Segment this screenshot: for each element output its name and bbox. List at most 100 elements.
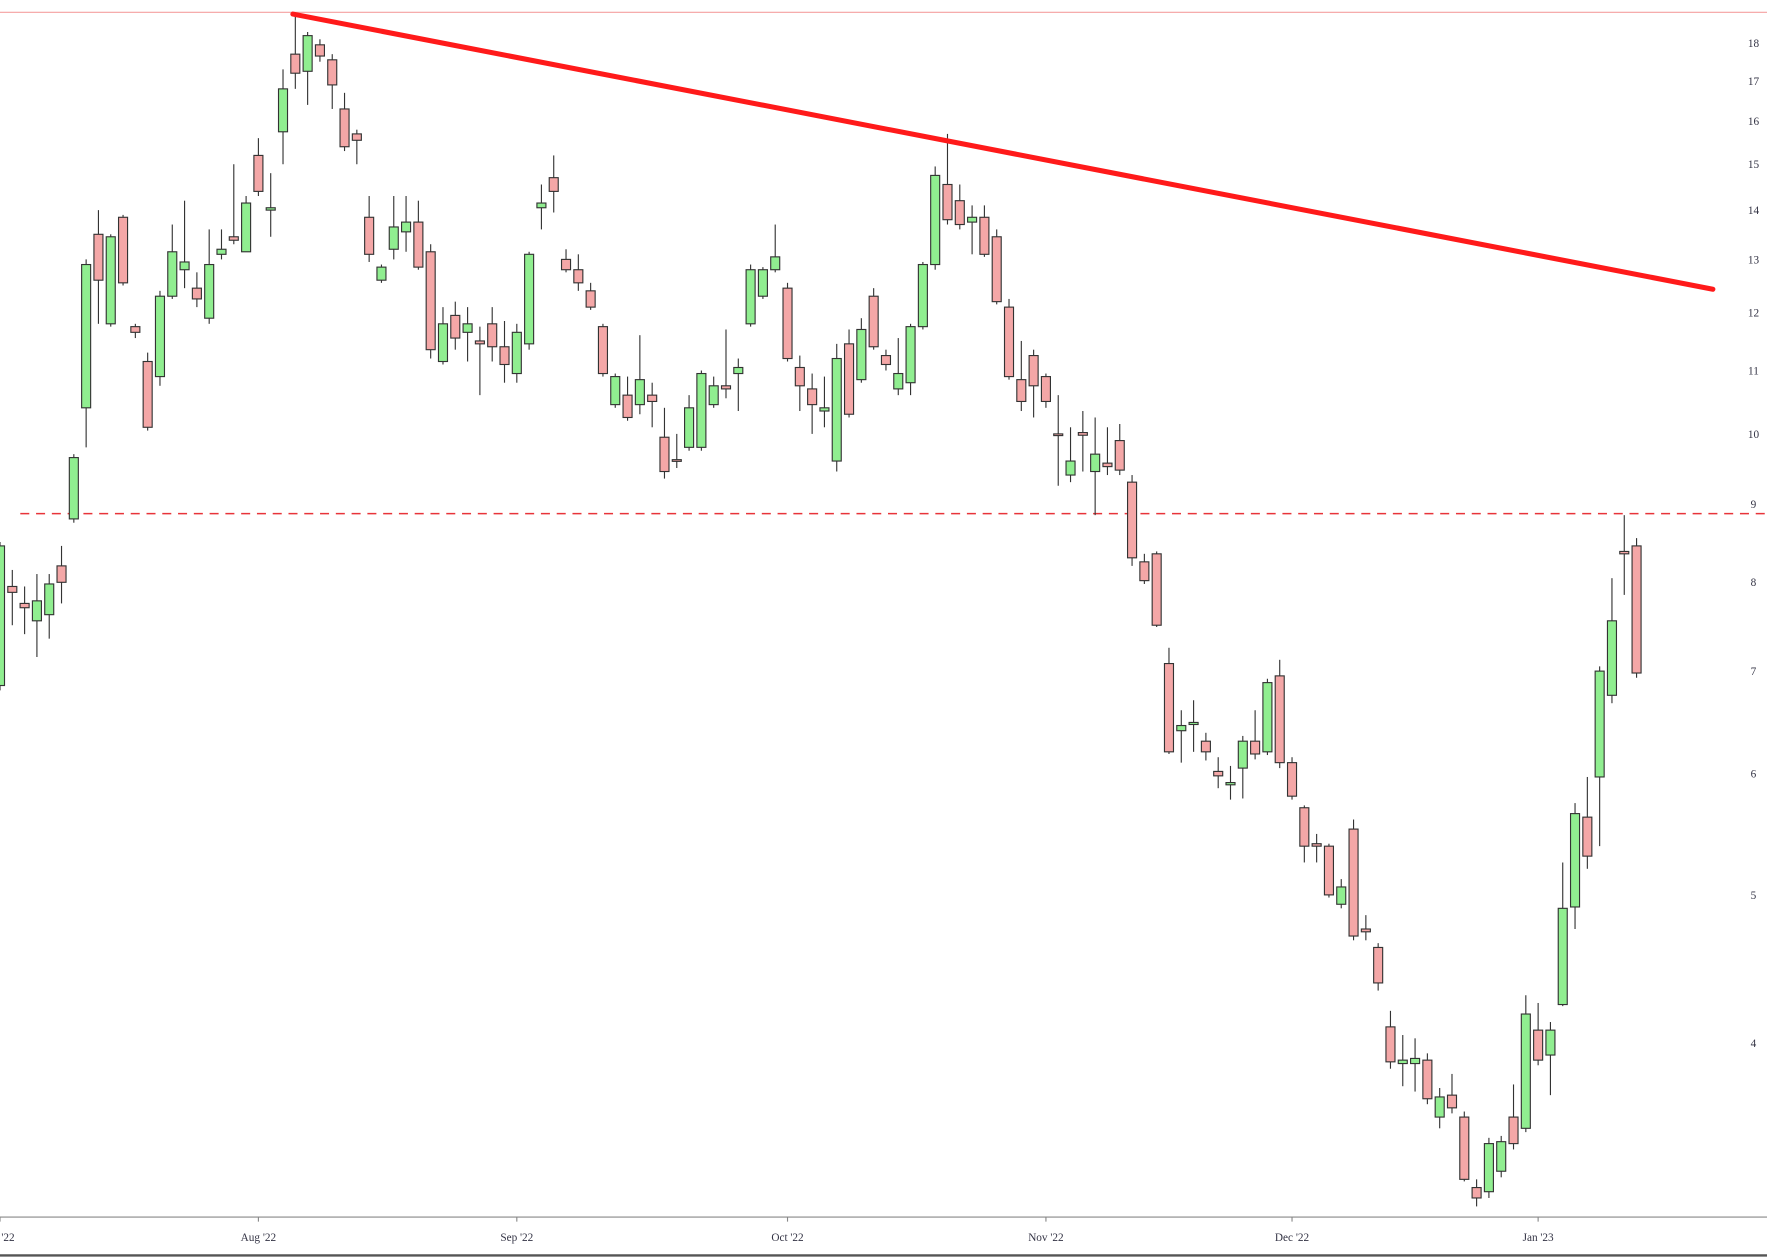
candle-body [1163, 662, 1175, 753]
candle-body [413, 221, 424, 268]
y-tick-label: 6 [1751, 769, 1757, 781]
y-tick-label: 15 [1748, 159, 1760, 171]
candle-body [1311, 843, 1322, 847]
candle-body [1471, 1186, 1482, 1199]
candle-body [659, 436, 670, 473]
candle-body [265, 207, 276, 211]
candle-body [1225, 781, 1236, 786]
x-tick-label: Jul '22 [0, 1232, 15, 1244]
candle-body [930, 174, 941, 266]
candle-body [1114, 440, 1125, 471]
candle-body [782, 287, 793, 360]
candle-body [56, 565, 67, 583]
candle-body [1385, 1026, 1396, 1063]
candle-body [1569, 813, 1581, 908]
y-tick-label: 9 [1751, 499, 1757, 511]
candle-body [130, 326, 141, 333]
x-tick-label: Nov '22 [1028, 1232, 1063, 1244]
candle-body [167, 251, 178, 297]
candle-body [1434, 1096, 1445, 1118]
x-tick-label: Dec '22 [1275, 1232, 1309, 1244]
candle-body [93, 233, 104, 281]
y-tick-label: 18 [1748, 38, 1760, 50]
candle-body [487, 323, 498, 348]
x-tick-label: Sep '22 [500, 1232, 533, 1244]
candle-body [733, 366, 744, 375]
candle-body [31, 600, 42, 622]
candle-body [1040, 376, 1051, 403]
candle-body [1213, 770, 1224, 777]
y-tick-label: 7 [1751, 666, 1757, 678]
candle-body [954, 200, 965, 226]
candle-body [1545, 1029, 1556, 1056]
candle-body [1446, 1094, 1458, 1109]
candle-body [1459, 1116, 1470, 1180]
candle-body [511, 331, 522, 375]
y-tick-label: 17 [1748, 76, 1760, 88]
candle-body [1262, 682, 1273, 753]
candle-body [376, 266, 387, 281]
candle-body [671, 459, 682, 462]
candle-body [1533, 1029, 1544, 1061]
candle-body [450, 314, 461, 339]
candle-body [179, 261, 190, 271]
candle-body [1126, 481, 1138, 559]
candle-body [720, 385, 732, 390]
candle-body [1250, 740, 1261, 755]
candle-body [425, 251, 436, 351]
candle-body [142, 360, 153, 428]
y-tick-label: 8 [1751, 577, 1757, 589]
candle-body [1188, 721, 1199, 726]
candle-body [117, 216, 129, 284]
candle-body [1151, 553, 1162, 626]
candle-body [856, 328, 867, 381]
candle-body [1053, 433, 1064, 437]
candle-body [1360, 928, 1371, 933]
y-tick-label: 16 [1748, 116, 1760, 128]
candle-body [154, 295, 166, 378]
candle-body [302, 35, 313, 72]
candle-body [253, 154, 264, 192]
candle-body [770, 256, 781, 271]
candle-body [241, 202, 252, 253]
candle-body [597, 326, 609, 375]
candle-body [314, 44, 326, 57]
candle-body [991, 236, 1002, 303]
candle-body [708, 385, 719, 406]
candle-body [573, 269, 584, 284]
candle-body [684, 407, 695, 448]
x-tick-label: Aug '22 [241, 1232, 276, 1244]
candle-body [1410, 1057, 1421, 1065]
y-tick-label: 13 [1748, 254, 1760, 266]
candle-body [437, 323, 449, 363]
candle-body [7, 585, 18, 593]
candle-body [610, 376, 621, 406]
candle-body [1520, 1013, 1531, 1129]
trend-line [290, 11, 1716, 292]
candle-body [277, 88, 289, 133]
candle-body [967, 216, 978, 223]
candle-body [228, 236, 239, 241]
candle-body [1582, 816, 1593, 857]
candle-body [19, 602, 30, 609]
candle-body [388, 226, 399, 250]
candle-body [474, 340, 485, 345]
candle-body [1397, 1059, 1408, 1065]
candle-body [1028, 355, 1039, 387]
candle-body [880, 355, 892, 366]
candle-body [585, 290, 596, 308]
candle-body [1336, 886, 1347, 905]
candle-body [327, 59, 338, 86]
candle-body [1373, 946, 1384, 984]
y-tick-label: 4 [1751, 1038, 1757, 1050]
candle-body [1003, 306, 1015, 378]
candle-body [499, 346, 510, 366]
candle-body [1102, 462, 1113, 468]
candle-body [560, 258, 572, 271]
candle-body [1274, 675, 1285, 764]
candle-body [843, 343, 855, 415]
candle-body [979, 216, 990, 255]
candle-body [1200, 740, 1211, 753]
